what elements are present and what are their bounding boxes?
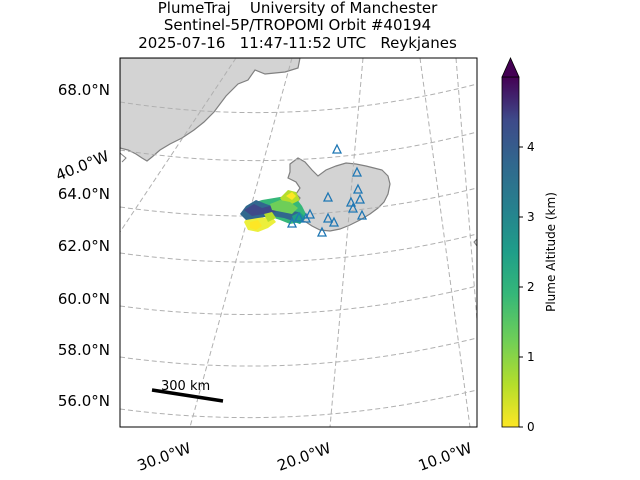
volcano-marker	[356, 209, 368, 220]
colorbar-tick-4: 4	[527, 140, 535, 154]
title-line-1: PlumeTraj University of Manchester	[157, 0, 438, 17]
volcano-marker	[322, 191, 334, 202]
colorbar-ticks	[519, 146, 523, 428]
map-panel: 300 km	[120, 58, 477, 427]
latitude-labels: 68.0°N 64.0°N 62.0°N 60.0°N 58.0°N 56.0°…	[58, 81, 110, 410]
graticule-meridians	[120, 58, 477, 427]
title-line-2: Sentinel-5P/TROPOMI Orbit #40194	[163, 16, 432, 34]
volcano-marker	[331, 143, 343, 154]
plume-trajectories	[240, 190, 306, 232]
volcano-marker	[293, 211, 305, 222]
volcano-marker	[352, 183, 364, 194]
volcano-marker	[304, 208, 316, 219]
greenland-landmass	[120, 58, 301, 162]
colorbar-tick-2: 2	[527, 280, 535, 294]
title-line-3: 2025-07-16 11:47-11:52 UTC Reykjanes	[138, 34, 457, 52]
lat-label-60n: 60.0°N	[58, 290, 110, 308]
lon-label-20w: 20.0°W	[275, 439, 334, 475]
scale-bar-label: 300 km	[161, 379, 210, 394]
lat-label-58n: 58.0°N	[58, 341, 110, 359]
colorbar: 0 1 2 3 4 Plume Altitude (km)	[501, 57, 558, 434]
colorbar-label: Plume Altitude (km)	[544, 192, 558, 312]
volcano-markers	[286, 143, 368, 237]
colorbar-tick-3: 3	[527, 210, 535, 224]
volcano-marker	[347, 202, 359, 213]
volcano-marker	[345, 196, 357, 207]
map-frame	[119, 57, 478, 428]
colorbar-tick-1: 1	[527, 350, 535, 364]
colorbar-tick-0: 0	[527, 420, 535, 434]
scale-bar	[151, 388, 224, 403]
volcano-marker	[316, 226, 328, 237]
lat-label-56n: 56.0°N	[58, 392, 110, 410]
faroe-landmass	[473, 238, 477, 247]
lat-label-62n: 62.0°N	[58, 237, 110, 255]
lon-label-30w: 30.0°W	[135, 439, 194, 475]
greenland-west-edge	[120, 152, 127, 163]
lat-label-68n: 68.0°N	[58, 81, 110, 99]
volcano-marker	[322, 212, 334, 223]
lat-label-64n: 64.0°N	[58, 185, 110, 203]
lon-label-40w: 40.0°W	[53, 147, 112, 185]
longitude-labels: 30.0°W 20.0°W 10.0°W	[135, 439, 475, 475]
volcano-marker	[354, 193, 366, 204]
volcano-marker	[286, 217, 298, 228]
volcano-marker	[300, 212, 312, 223]
volcano-marker	[328, 216, 340, 227]
colorbar-extend-arrow	[501, 57, 520, 78]
volcano-marker	[351, 166, 363, 177]
lon-label-10w: 10.0°W	[416, 439, 475, 475]
colorbar-gradient	[501, 76, 520, 428]
